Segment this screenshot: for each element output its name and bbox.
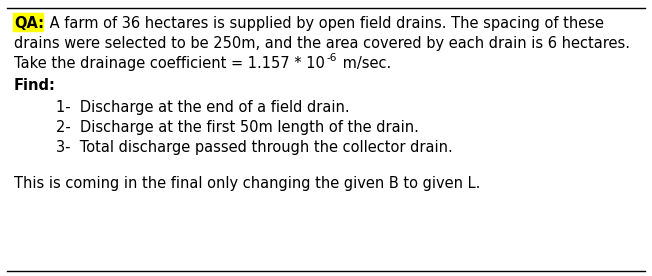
- FancyBboxPatch shape: [13, 13, 43, 31]
- Text: 2-  Discharge at the first 50m length of the drain.: 2- Discharge at the first 50m length of …: [56, 120, 419, 135]
- Text: m/sec.: m/sec.: [338, 56, 391, 71]
- Text: 3-  Total discharge passed through the collector drain.: 3- Total discharge passed through the co…: [56, 140, 452, 155]
- Text: drains were selected to be 250m, and the area covered by each drain is 6 hectare: drains were selected to be 250m, and the…: [14, 36, 630, 51]
- Text: Take the drainage coefficient = 1.157 * 10: Take the drainage coefficient = 1.157 * …: [14, 56, 325, 71]
- Text: Find:: Find:: [14, 78, 56, 93]
- Text: QA:: QA:: [14, 16, 44, 31]
- Text: This is coming in the final only changing the given B to given L.: This is coming in the final only changin…: [14, 176, 481, 191]
- Text: -6: -6: [326, 53, 336, 63]
- Text: A farm of 36 hectares is supplied by open field drains. The spacing of these: A farm of 36 hectares is supplied by ope…: [45, 16, 604, 31]
- Text: 1-  Discharge at the end of a field drain.: 1- Discharge at the end of a field drain…: [56, 100, 349, 115]
